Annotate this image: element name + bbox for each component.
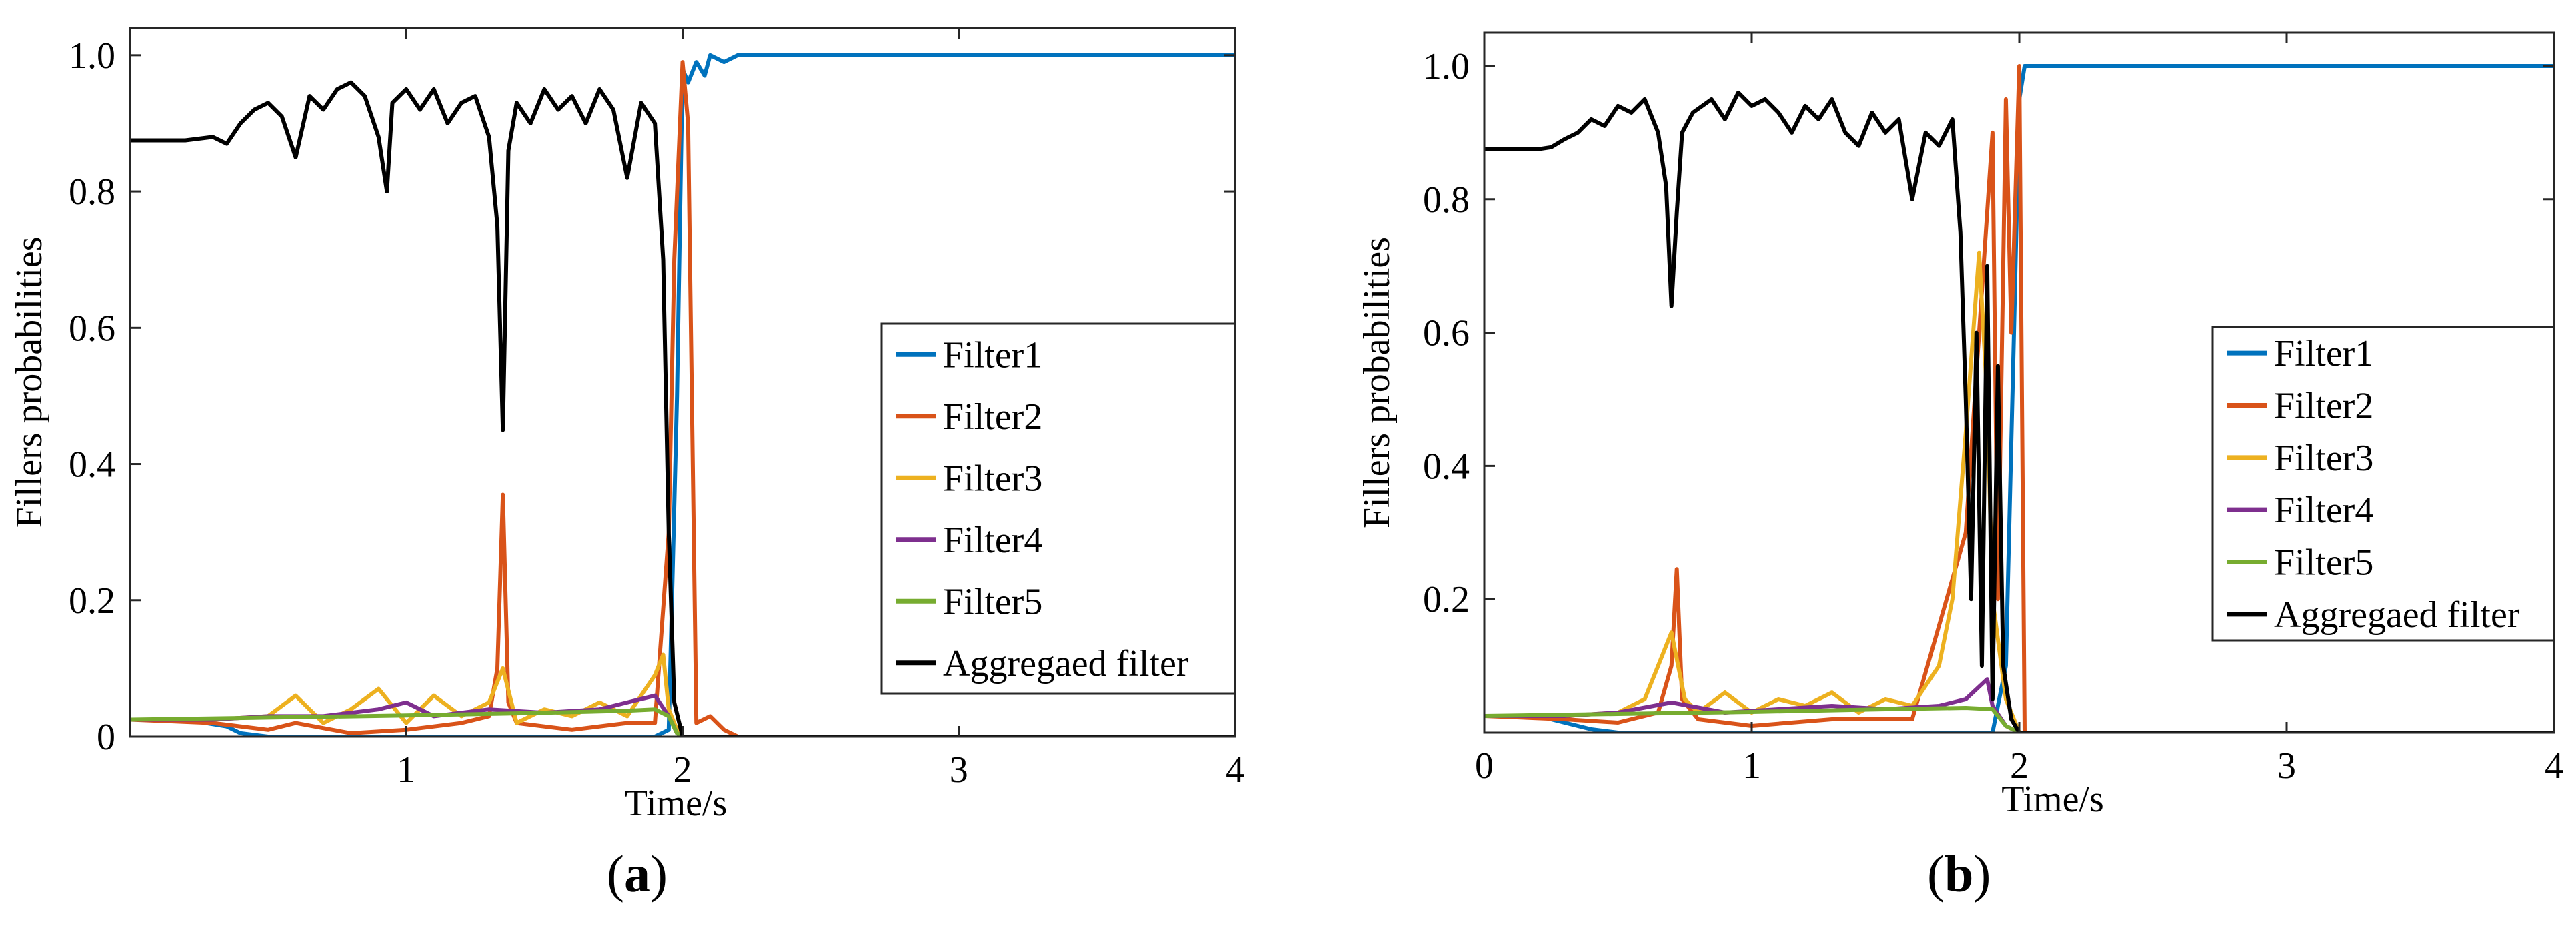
legend-label: Filter5 (943, 581, 1042, 622)
legend-label: Filter1 (943, 334, 1042, 376)
legend-box (880, 322, 1236, 695)
y-tick-label: 1.0 (1423, 46, 1470, 87)
legend-label: Aggregaed filter (943, 643, 1189, 684)
series-line-filter5 (130, 707, 1235, 737)
legend-box (2211, 326, 2555, 642)
x-tick-label: 2 (2010, 745, 2029, 787)
x-tick-label: 3 (950, 749, 968, 791)
y-tick-label: 0.2 (1423, 579, 1470, 620)
legend: Filter1 Filter2 Filter3 Filter4 Filter5 Aggre… (2211, 326, 2555, 642)
legend-label: Filter3 (2274, 438, 2373, 479)
chart-panel-a: 1 2 3 4 0 0.2 0.4 0.6 0.8 1.0 Time/s Fillers probab… (9, 27, 1244, 824)
x-axis-label: Time/s (625, 783, 728, 824)
y-tick-label: 0.4 (69, 444, 115, 486)
series-line-aggregaed-filter (130, 80, 1235, 737)
y-tick-label: 1.0 (69, 35, 115, 77)
x-axis-label: Time/s (2001, 779, 2104, 820)
legend-label: Aggregaed filter (2274, 594, 2520, 636)
series-line-filter1 (130, 53, 1235, 737)
x-tick-label: 4 (1226, 749, 1244, 791)
x-tick-label: 3 (2277, 745, 2296, 787)
series-group (130, 53, 1235, 737)
y-tick-label: 0.8 (1423, 179, 1470, 221)
panel-label-b: b (1944, 845, 1974, 903)
y-tick-label: 0.8 (69, 171, 115, 213)
legend-label: Filter1 (2274, 333, 2373, 374)
legend-label: Filter5 (2274, 542, 2373, 584)
y-axis-label: Fillers probabilities (1356, 237, 1398, 528)
legend-label: Filter2 (2274, 386, 2373, 427)
y-tick-label: 0.6 (1423, 313, 1470, 354)
series-line-aggregaed-filter (1484, 90, 2554, 733)
legend-label: Filter4 (2274, 490, 2373, 531)
chart-panel-b: 0 1 2 3 4 0.2 0.4 0.6 0.8 1.0 Time/s Fillers probab… (1356, 31, 2563, 820)
y-tick-label: 0 (97, 717, 115, 758)
y-tick-label: 0.6 (69, 308, 115, 349)
series-line-filter2 (130, 60, 1235, 737)
legend-label: Filter4 (943, 520, 1042, 561)
x-tick-label: 1 (397, 749, 415, 791)
series-group (1484, 64, 2554, 733)
x-tick-label: 0 (1475, 745, 1494, 787)
x-tick-label: 4 (2545, 745, 2563, 787)
x-tick-label: 2 (674, 749, 692, 791)
panel-label-a: a (623, 845, 650, 903)
y-axis-label: Fillers probabilities (9, 236, 50, 528)
panel-caption-a: (a) (607, 845, 668, 903)
legend-label: Filter2 (943, 396, 1042, 438)
legend-label: Filter3 (943, 458, 1042, 499)
legend: Filter1 Filter2 Filter3 Filter4 Filter5 Aggre… (880, 322, 1236, 695)
panel-caption-b: (b) (1927, 845, 1991, 903)
series-line-filter5 (1484, 706, 2554, 733)
y-tick-label: 0.4 (1423, 446, 1470, 487)
y-tick-label: 0.2 (69, 580, 115, 622)
x-tick-label: 1 (1742, 745, 1761, 787)
